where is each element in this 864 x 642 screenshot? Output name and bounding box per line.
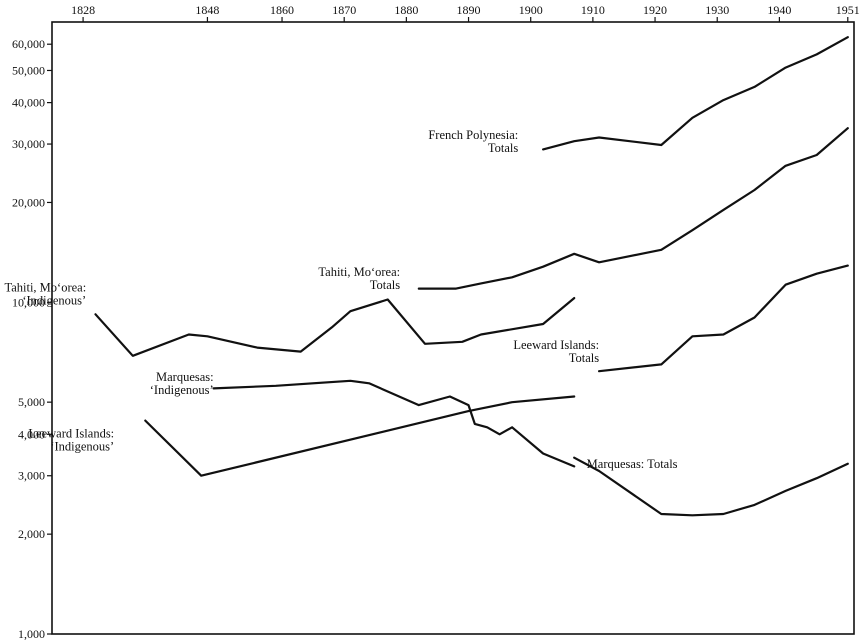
plot-frame (51, 21, 855, 635)
x-tick-label: 1910 (581, 3, 605, 17)
x-tick-label: 1930 (705, 3, 729, 17)
series-line (541, 36, 849, 151)
series-label: Totals (569, 351, 600, 365)
y-tick-label: 2,000 (18, 527, 45, 541)
series-label: ‘Indigenous’ (50, 439, 114, 453)
series-label: Tahiti, Mo‘orea: (4, 280, 86, 294)
series-line (144, 395, 576, 477)
series-label: Marquesas: (156, 370, 214, 384)
series-line (212, 379, 576, 468)
y-tick-label: 5,000 (18, 395, 45, 409)
x-tick-label: 1920 (643, 3, 667, 17)
series-label: Leeward Islands: (513, 338, 599, 352)
x-tick-label: 1900 (519, 3, 543, 17)
x-tick-label: 1870 (332, 3, 356, 17)
x-tick-label: 1860 (270, 3, 294, 17)
series-line (597, 264, 849, 373)
x-axis: 1828 1848 1860 1870 1880 1890 1900 1910 1920 1930… (71, 3, 860, 22)
series-line (573, 456, 849, 517)
y-tick-label: 1,000 (18, 627, 45, 641)
x-tick-label: 1890 (457, 3, 481, 17)
y-tick-label: 3,000 (18, 469, 45, 483)
y-tick-label: 60,000 (12, 37, 45, 51)
series-line (417, 127, 849, 290)
series-label: Tahiti, Mo‘orea: (318, 265, 400, 279)
series-label: ‘Indigenous’ (22, 293, 86, 307)
y-axis: 1,000 2,000 3,000 4,000 5,000 10,000 20,000 30,… (12, 37, 52, 641)
x-tick-label: 1951 (836, 3, 860, 17)
series-label: Leeward Islands: (28, 426, 114, 440)
series-line (94, 297, 576, 357)
x-tick-label: 1940 (767, 3, 791, 17)
series-label: Totals (370, 278, 401, 292)
y-tick-label: 30,000 (12, 137, 45, 151)
x-tick-label: 1828 (71, 3, 95, 17)
y-tick-label: 20,000 (12, 195, 45, 209)
series-label: French Polynesia: (428, 128, 518, 142)
y-tick-label: 4,000 (18, 427, 45, 441)
y-tick-label: 10,000 (12, 295, 45, 309)
series-label: Marquesas: Totals (587, 457, 678, 471)
series-label: ‘Indigenous’ (150, 383, 214, 397)
series-label: Totals (488, 141, 519, 155)
y-tick-label: 50,000 (12, 63, 45, 77)
series-layer (94, 36, 849, 517)
x-tick-label: 1880 (394, 3, 418, 17)
y-tick-label: 40,000 (12, 96, 45, 110)
x-tick-label: 1848 (195, 3, 219, 17)
